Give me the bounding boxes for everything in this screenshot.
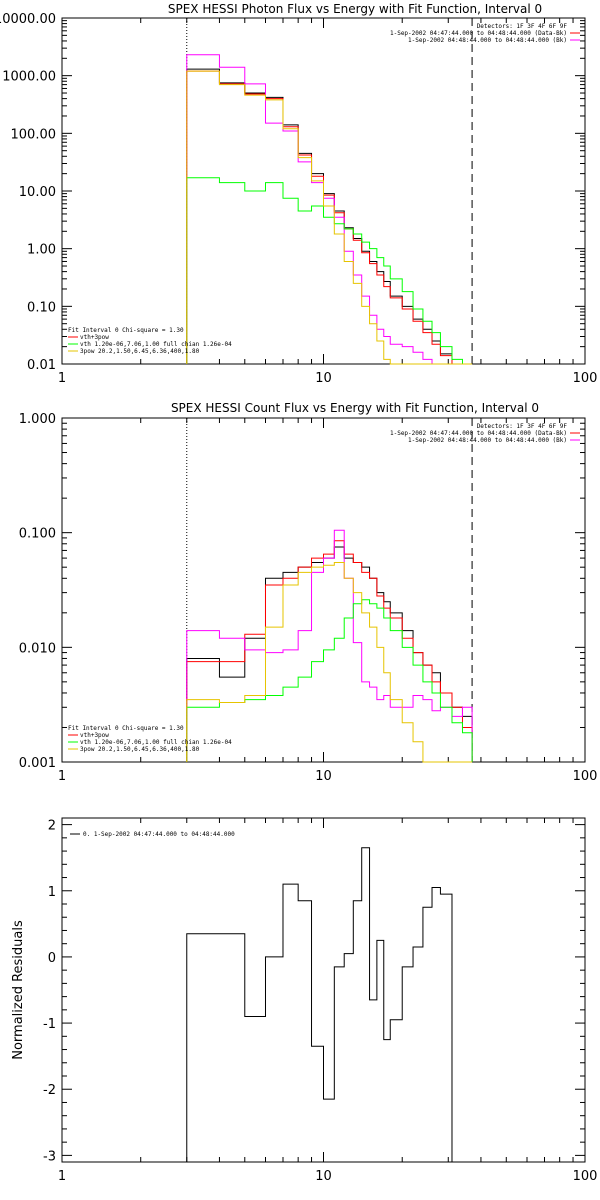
y-tick-label: 1.000 — [19, 412, 56, 427]
legend-top-right-entry: 1-Sep-2002 04:48:44.000 to 04:48:44.000 … — [408, 37, 567, 44]
legend-bottom-left-entry: vth 1.20e-06,7.06,1.00 full chian 1.26e-… — [80, 739, 232, 746]
y-tick-label: 10.00 — [19, 185, 56, 200]
residuals-y-axis-label: Normalized Residuals — [11, 920, 26, 1060]
series-magenta-line — [186, 54, 473, 365]
y-tick-label: 10000.00 — [0, 12, 56, 27]
series-magenta-line — [186, 529, 473, 762]
x-tick-label: 100 — [573, 769, 598, 784]
x-tick-label: 1 — [58, 769, 66, 784]
legend-top-right-entry: Detectors: 1F 3F 4F 6F 9F — [477, 23, 568, 30]
legend-top-right-entry: 1-Sep-2002 04:48:44.000 to 04:48:44.000 … — [408, 437, 567, 444]
series-green-line — [186, 599, 473, 762]
legend-bottom-left-entry: 3pow 20.2,1.50,6.45,6.36,400,1.80 — [80, 348, 200, 355]
x-tick-label: 10 — [315, 1169, 332, 1184]
x-tick-label: 1 — [58, 371, 66, 386]
count-flux-panel: SPEX HESSI Count Flux vs Energy with Fit… — [19, 401, 598, 784]
count-flux-title: SPEX HESSI Count Flux vs Energy with Fit… — [171, 401, 539, 415]
y-tick-label: 0.001 — [19, 756, 56, 771]
y-tick-label: -2 — [43, 1083, 56, 1098]
y-tick-label: 0.100 — [19, 527, 56, 542]
y-tick-label: -1 — [43, 1017, 56, 1032]
x-tick-label: 10 — [315, 769, 332, 784]
y-tick-label: 0.01 — [27, 358, 56, 373]
x-tick-label: 1 — [58, 1169, 66, 1184]
series-total-line — [186, 540, 473, 762]
y-tick-label: -3 — [43, 1149, 56, 1164]
plot-frame — [61, 417, 586, 763]
y-tick-label: 1 — [48, 885, 56, 900]
legend-bottom-left-entry: Fit Interval 0 Chi-square = 1.30 — [68, 327, 184, 334]
legend-bottom-left-entry: vth+3pow — [80, 334, 109, 341]
y-tick-label: 1000.00 — [2, 70, 56, 85]
legend-bottom-left-entry: vth 1.20e-06,7.06,1.00 full chian 1.26e-… — [80, 341, 232, 348]
y-tick-label: 0 — [48, 951, 56, 966]
x-tick-label: 10 — [315, 371, 332, 386]
legend-bottom-left-entry: 3pow 20.2,1.50,6.45,6.36,400,1.80 — [80, 746, 200, 753]
photon-flux-title: SPEX HESSI Photon Flux vs Energy with Fi… — [168, 2, 542, 16]
series-observed-line — [186, 546, 473, 762]
series-observed-line — [186, 847, 473, 1163]
photon-flux-panel: SPEX HESSI Photon Flux vs Energy with Fi… — [0, 2, 597, 386]
legend-top-right-entry: 1-Sep-2002 04:47:44.000 to 04:48:44.000 … — [390, 430, 567, 437]
y-tick-label: 2 — [48, 819, 56, 834]
y-tick-label: 0.010 — [19, 641, 56, 656]
legend-bottom-left-entry: vth+3pow — [80, 732, 109, 739]
series-observed-line — [186, 68, 473, 365]
legend-top-right-entry: Detectors: 1F 3F 4F 6F 9F — [477, 423, 568, 430]
series-total-line — [186, 70, 473, 365]
y-tick-label: 0.10 — [27, 300, 56, 315]
x-tick-label: 100 — [573, 371, 598, 386]
residuals-panel: Normalized Residuals 1 10 100 -3 -2 -1 0 1 2 0. 1… — [11, 817, 598, 1184]
series-green-line — [186, 177, 473, 365]
legend-bottom-left-entry: Fit Interval 0 Chi-square = 1.30 — [68, 725, 184, 732]
y-tick-label: 1.00 — [27, 243, 56, 258]
y-tick-label: 100.00 — [11, 127, 57, 142]
series-yellow-line — [186, 70, 473, 365]
series-yellow-line — [186, 561, 473, 763]
x-tick-label: 100 — [573, 1169, 598, 1184]
legend-top-left-entry: 0. 1-Sep-2002 04:47:44.000 to 04:48:44.0… — [83, 831, 235, 838]
plot-frame — [61, 817, 586, 1163]
legend-top-right-entry: 1-Sep-2002 04:47:44.000 to 04:48:44.000 … — [390, 30, 567, 37]
